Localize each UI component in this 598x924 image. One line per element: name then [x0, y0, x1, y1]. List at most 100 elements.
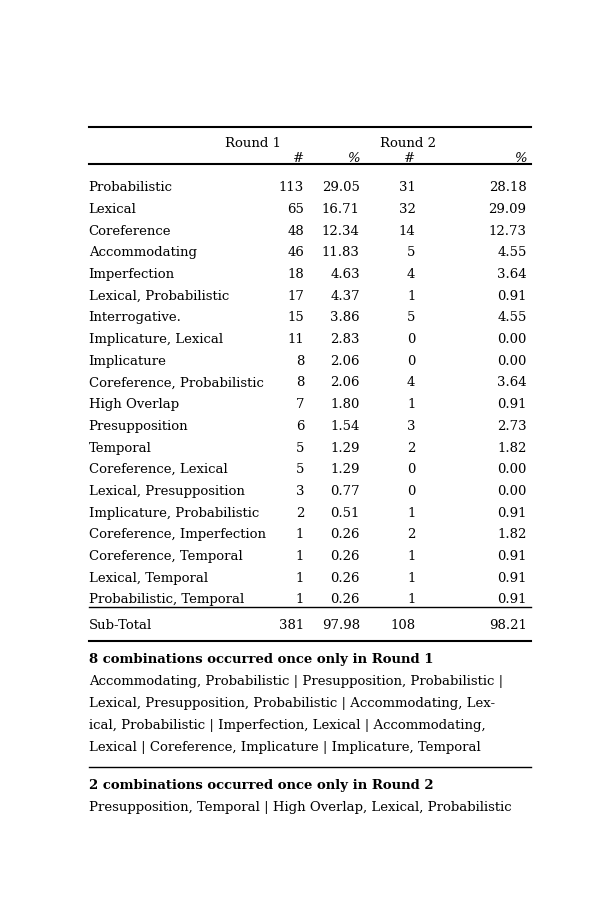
Text: 29.09: 29.09 [489, 203, 527, 216]
Text: Round 2: Round 2 [380, 137, 437, 151]
Text: 3.64: 3.64 [497, 268, 527, 281]
Text: 5: 5 [296, 442, 304, 455]
Text: 1: 1 [296, 529, 304, 541]
Text: 0: 0 [407, 333, 416, 346]
Text: 0.91: 0.91 [497, 593, 527, 606]
Text: 48: 48 [288, 225, 304, 237]
Text: %: % [347, 152, 360, 165]
Text: 0.91: 0.91 [497, 289, 527, 303]
Text: 97.98: 97.98 [322, 619, 360, 632]
Text: Implicature: Implicature [89, 355, 166, 368]
Text: 5: 5 [407, 247, 416, 260]
Text: Round 1: Round 1 [225, 137, 281, 151]
Text: 3: 3 [407, 419, 416, 432]
Text: 4.55: 4.55 [498, 247, 527, 260]
Text: Coreference: Coreference [89, 225, 171, 237]
Text: 0.77: 0.77 [330, 485, 360, 498]
Text: 1.54: 1.54 [331, 419, 360, 432]
Text: 0: 0 [407, 463, 416, 476]
Text: 11: 11 [288, 333, 304, 346]
Text: 11.83: 11.83 [322, 247, 360, 260]
Text: Probabilistic, Temporal: Probabilistic, Temporal [89, 593, 244, 606]
Text: 14: 14 [399, 225, 416, 237]
Text: 0.26: 0.26 [330, 529, 360, 541]
Text: 0.26: 0.26 [330, 550, 360, 563]
Text: 1: 1 [407, 572, 416, 585]
Text: 1: 1 [407, 506, 416, 519]
Text: Presupposition, Temporal | High Overlap, Lexical, Probabilistic: Presupposition, Temporal | High Overlap,… [89, 801, 511, 814]
Text: 3.86: 3.86 [330, 311, 360, 324]
Text: 2.06: 2.06 [330, 376, 360, 389]
Text: 0.91: 0.91 [497, 572, 527, 585]
Text: 4.37: 4.37 [330, 289, 360, 303]
Text: 32: 32 [398, 203, 416, 216]
Text: 108: 108 [390, 619, 416, 632]
Text: Lexical, Presupposition, Probabilistic | Accommodating, Lex-: Lexical, Presupposition, Probabilistic |… [89, 698, 495, 711]
Text: Temporal: Temporal [89, 442, 151, 455]
Text: 2: 2 [407, 442, 416, 455]
Text: #: # [404, 152, 416, 165]
Text: 0.51: 0.51 [331, 506, 360, 519]
Text: 4.55: 4.55 [498, 311, 527, 324]
Text: Implicature, Lexical: Implicature, Lexical [89, 333, 223, 346]
Text: 0.91: 0.91 [497, 506, 527, 519]
Text: 0.00: 0.00 [498, 333, 527, 346]
Text: 17: 17 [287, 289, 304, 303]
Text: Lexical, Probabilistic: Lexical, Probabilistic [89, 289, 229, 303]
Text: 4: 4 [407, 376, 416, 389]
Text: 4: 4 [407, 268, 416, 281]
Text: 1: 1 [296, 550, 304, 563]
Text: 12.34: 12.34 [322, 225, 360, 237]
Text: 1.82: 1.82 [498, 529, 527, 541]
Text: 2: 2 [296, 506, 304, 519]
Text: 0: 0 [407, 355, 416, 368]
Text: 15: 15 [288, 311, 304, 324]
Text: 1.80: 1.80 [331, 398, 360, 411]
Text: 1.29: 1.29 [330, 463, 360, 476]
Text: High Overlap: High Overlap [89, 398, 179, 411]
Text: 3.64: 3.64 [497, 376, 527, 389]
Text: Interrogative.: Interrogative. [89, 311, 182, 324]
Text: Coreference, Imperfection: Coreference, Imperfection [89, 529, 266, 541]
Text: 0.26: 0.26 [330, 572, 360, 585]
Text: Lexical, Presupposition: Lexical, Presupposition [89, 485, 245, 498]
Text: 29.05: 29.05 [322, 181, 360, 194]
Text: 46: 46 [287, 247, 304, 260]
Text: 8 combinations occurred once only in Round 1: 8 combinations occurred once only in Rou… [89, 653, 433, 666]
Text: 1: 1 [407, 398, 416, 411]
Text: 1: 1 [407, 593, 416, 606]
Text: Lexical, Temporal: Lexical, Temporal [89, 572, 208, 585]
Text: #: # [293, 152, 304, 165]
Text: Presupposition: Presupposition [89, 419, 188, 432]
Text: 28.18: 28.18 [489, 181, 527, 194]
Text: 1.82: 1.82 [498, 442, 527, 455]
Text: Imperfection: Imperfection [89, 268, 175, 281]
Text: 5: 5 [407, 311, 416, 324]
Text: 113: 113 [279, 181, 304, 194]
Text: 0.26: 0.26 [330, 593, 360, 606]
Text: 0: 0 [407, 485, 416, 498]
Text: 1: 1 [296, 593, 304, 606]
Text: 5: 5 [296, 463, 304, 476]
Text: 6: 6 [295, 419, 304, 432]
Text: 8: 8 [296, 376, 304, 389]
Text: %: % [514, 152, 527, 165]
Text: 0.91: 0.91 [497, 550, 527, 563]
Text: 1: 1 [407, 289, 416, 303]
Text: Lexical | Coreference, Implicature | Implicature, Temporal: Lexical | Coreference, Implicature | Imp… [89, 741, 480, 755]
Text: 2.83: 2.83 [330, 333, 360, 346]
Text: 0.91: 0.91 [497, 398, 527, 411]
Text: 1: 1 [407, 550, 416, 563]
Text: 381: 381 [279, 619, 304, 632]
Text: 1: 1 [296, 572, 304, 585]
Text: 2: 2 [407, 529, 416, 541]
Text: Sub-Total: Sub-Total [89, 619, 152, 632]
Text: 2 combinations occurred once only in Round 2: 2 combinations occurred once only in Rou… [89, 779, 434, 792]
Text: Implicature, Probabilistic: Implicature, Probabilistic [89, 506, 259, 519]
Text: 2.06: 2.06 [330, 355, 360, 368]
Text: 4.63: 4.63 [330, 268, 360, 281]
Text: 0.00: 0.00 [498, 355, 527, 368]
Text: Accommodating: Accommodating [89, 247, 197, 260]
Text: Lexical: Lexical [89, 203, 136, 216]
Text: 2.73: 2.73 [497, 419, 527, 432]
